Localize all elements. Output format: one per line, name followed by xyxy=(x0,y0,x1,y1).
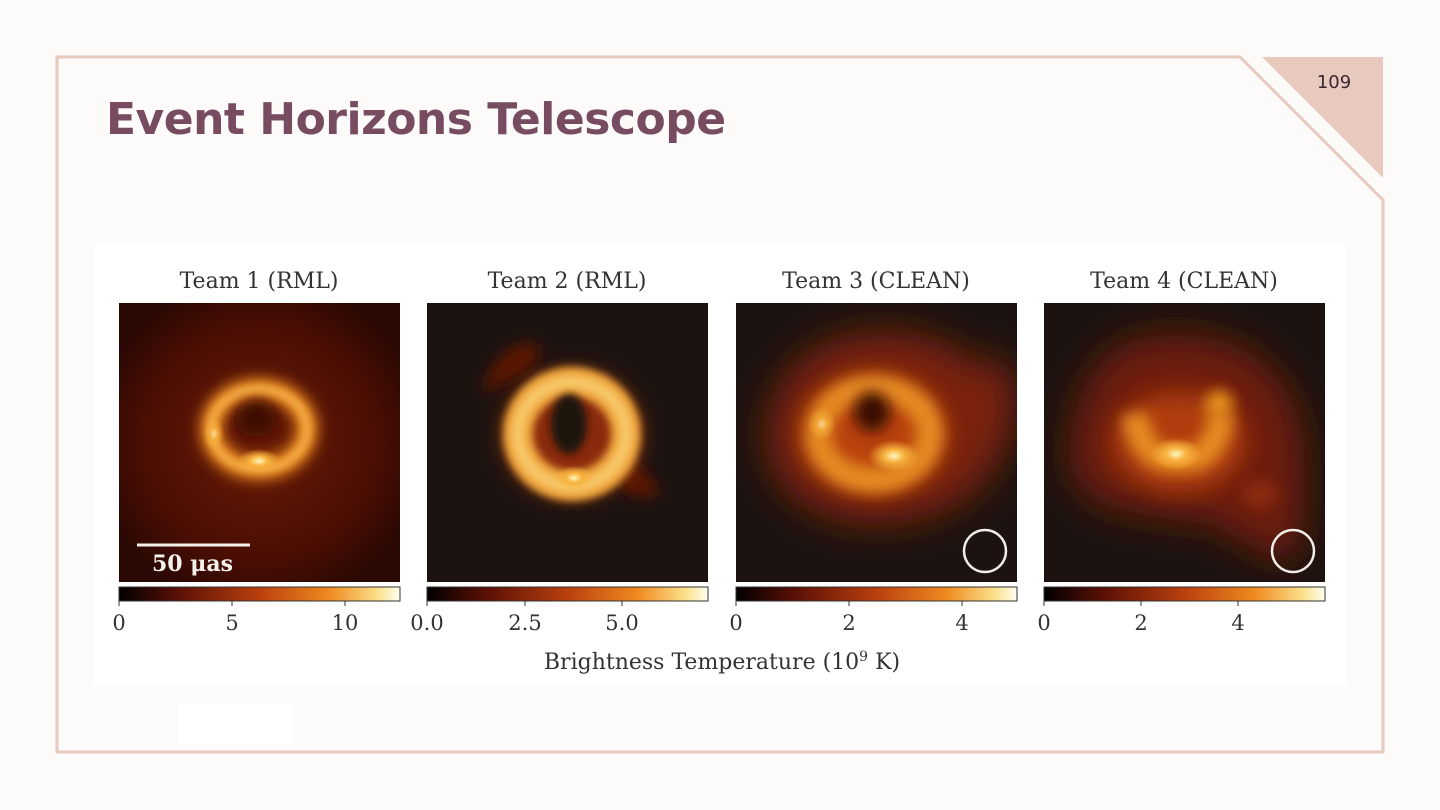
colorbar-label-exponent: 9 xyxy=(859,649,868,665)
tick-label: 2 xyxy=(1134,611,1147,635)
panel-1-image xyxy=(119,303,400,582)
colorbar-1 xyxy=(118,586,401,602)
corner-fold xyxy=(1262,57,1383,178)
tick-label: 2.5 xyxy=(508,611,541,635)
tick-label: 2 xyxy=(842,611,855,635)
caption-placeholder xyxy=(178,704,292,744)
beam-circle-4 xyxy=(1270,528,1316,574)
panel-4-image xyxy=(1044,303,1325,582)
colorbar-2 xyxy=(426,586,709,602)
colorbar-4 xyxy=(1043,586,1326,602)
panel-3-image xyxy=(736,303,1017,582)
panel-3-title: Team 3 (CLEAN) xyxy=(782,269,970,294)
panel-1-title: Team 1 (RML) xyxy=(180,269,339,294)
tick-label: 4 xyxy=(955,611,968,635)
colorbar-ticks xyxy=(118,601,1239,606)
tick-label: 0 xyxy=(112,611,125,635)
eht-figure: Team 1 (RML) Team 2 (RML) Team 3 (CLEAN)… xyxy=(94,244,1346,686)
colorbar-3 xyxy=(735,586,1018,602)
colorbar-label: Brightness Temperature (109 K) xyxy=(544,649,900,675)
panel-4-title: Team 4 (CLEAN) xyxy=(1090,269,1278,294)
slide-title: Event Horizons Telescope xyxy=(106,94,726,145)
panel-2-image xyxy=(427,303,708,582)
frame-border xyxy=(55,55,1385,754)
tick-label: 0 xyxy=(729,611,742,635)
tick-label: 0 xyxy=(1037,611,1050,635)
tick-label: 5.0 xyxy=(605,611,638,635)
tick-label: 0.0 xyxy=(410,611,443,635)
page-number: 109 xyxy=(1316,72,1352,93)
colorbar-label-main: Brightness Temperature (10 xyxy=(544,650,859,675)
panel-2-title: Team 2 (RML) xyxy=(488,269,647,294)
scale-bar-label: 50 μas xyxy=(152,551,233,577)
tick-label: 10 xyxy=(332,611,359,635)
beam-circle-3 xyxy=(962,528,1008,574)
tick-label: 5 xyxy=(225,611,238,635)
colorbar-label-unit: K) xyxy=(868,650,900,675)
tick-label: 4 xyxy=(1231,611,1244,635)
